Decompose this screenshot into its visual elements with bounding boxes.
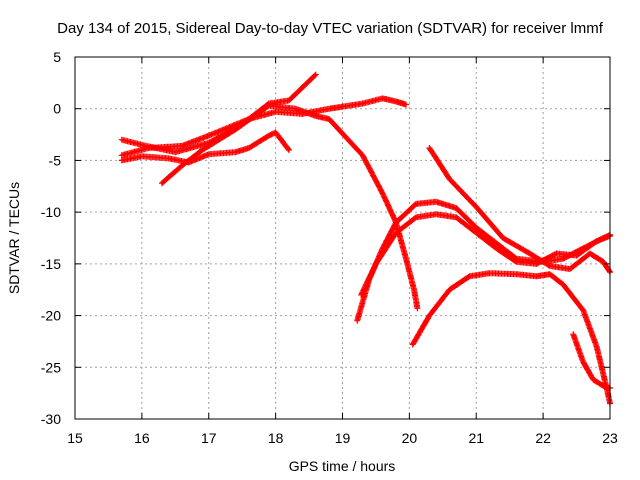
plot-area (118, 71, 613, 407)
series-track-8 (426, 145, 613, 276)
chart-title: Day 134 of 2015, Sidereal Day-to-day VTE… (57, 20, 604, 37)
series-markers (426, 145, 613, 276)
axis-ticks: 15 16 17 18 19 20 21 22 23 5 0 -5 -10 -15 -20 -25 -30 (41, 49, 618, 446)
y-tick-label: -5 (49, 152, 62, 168)
series-track-2 (118, 108, 306, 159)
series-track-10 (570, 331, 613, 391)
series-markers (118, 108, 306, 159)
series-markers (358, 211, 613, 298)
x-tick-label: 16 (134, 430, 150, 446)
x-tick-label: 20 (402, 430, 418, 446)
y-tick-label: -30 (41, 411, 61, 427)
y-tick-label: -10 (41, 204, 61, 220)
y-tick-label: 5 (53, 49, 61, 65)
x-tick-label: 21 (468, 430, 484, 446)
y-axis-label: SDTVAR / TECUs (6, 182, 22, 294)
x-tick-label: 23 (602, 430, 618, 446)
x-tick-label: 15 (67, 430, 83, 446)
series-markers (158, 102, 421, 312)
x-tick-label: 22 (535, 430, 551, 446)
series-track-5 (299, 95, 410, 117)
x-tick-label: 19 (335, 430, 351, 446)
series-markers (299, 95, 410, 117)
x-tick-label: 17 (201, 430, 217, 446)
series-track-7 (358, 211, 613, 298)
x-axis-label: GPS time / hours (289, 458, 396, 474)
series-markers (118, 129, 292, 166)
y-tick-label: -15 (41, 256, 61, 272)
y-tick-label: -20 (41, 308, 61, 324)
y-tick-label: -25 (41, 359, 61, 375)
series-track-9 (409, 270, 613, 407)
series-markers (409, 270, 613, 407)
series-track-4 (158, 102, 421, 312)
series-track-3 (118, 129, 292, 166)
x-tick-label: 18 (268, 430, 284, 446)
y-tick-label: 0 (53, 101, 61, 117)
grid-lines (75, 57, 610, 419)
series-markers (570, 331, 613, 391)
